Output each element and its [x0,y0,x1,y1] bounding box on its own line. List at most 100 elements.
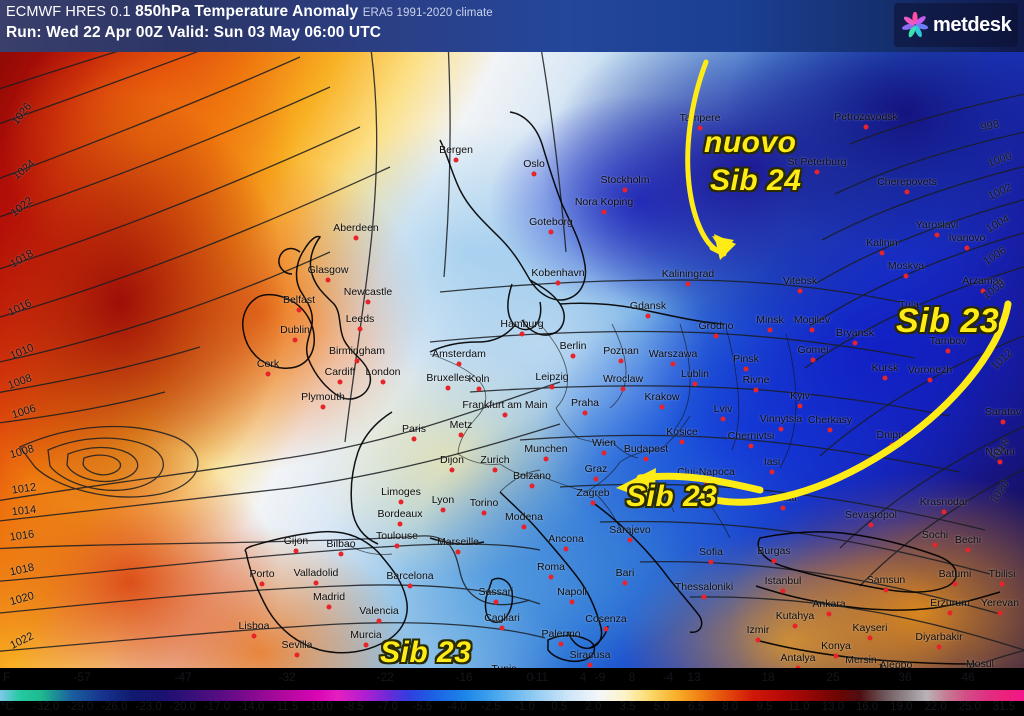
city-marker [555,280,561,286]
city-marker [701,594,707,600]
city-marker [251,633,257,639]
annotation-sib23-right: Sib 23 [896,302,1000,340]
fahrenheit-tick: 36 [898,670,912,684]
fahrenheit-tick: -57 [73,670,91,684]
city-marker [980,288,986,294]
fahrenheit-tick: -16 [455,670,473,684]
city-marker [570,353,576,359]
celsius-tick: -10.0 [306,701,333,713]
city-marker [376,618,382,624]
city-marker [440,507,446,513]
city-marker [380,379,386,385]
celsius-tick: -7.0 [378,701,399,713]
annotation-sib23-mid: Sib 23 [626,480,718,513]
city-marker [363,642,369,648]
run-valid-line: Run: Wed 22 Apr 00Z Valid: Sun 03 May 06… [6,24,381,42]
pinwheel-icon [902,12,928,38]
wxcharts-watermark: WXCHARTS.COM [414,664,672,668]
city-marker [932,542,938,548]
city-marker [407,583,413,589]
city-marker [945,348,951,354]
fahrenheit-tick: 25 [826,670,840,684]
city-marker [502,412,508,418]
fahrenheit-tick: -22 [376,670,394,684]
city-marker [833,653,839,659]
city-marker [713,333,719,339]
celsius-tick: 16.0 [855,701,879,713]
city-marker [456,361,462,367]
city-marker [353,235,359,241]
celsius-tick: -29.0 [67,701,94,713]
celsius-tick: 5.0 [653,701,670,713]
city-marker [868,522,874,528]
colorbar-gradient [0,690,1024,701]
celsius-tick: -5.5 [412,701,433,713]
city-marker [587,662,593,668]
city-marker [645,313,651,319]
annotation-arrows [616,59,1012,506]
city-marker [883,587,889,593]
celsius-tick: 2.0 [585,701,602,713]
map-canvas[interactable]: Aberdeen Glasgow Newcastle Belfast Leeds Dubl… [0,52,1024,668]
city-marker [941,509,947,515]
celsius-tick: -4.0 [446,701,467,713]
colorbar[interactable]: F -57 -47 -32 -22 -16 -11 -9 -4 0 4 8 13 18 25 36 46 °C… [0,668,1024,716]
celsius-tick: -2.5 [480,701,501,713]
city-marker [936,644,942,650]
city-marker [499,625,505,631]
city-marker [259,581,265,587]
celsius-tick: -26.0 [101,701,128,713]
city-marker [357,326,363,332]
city-marker [397,521,403,527]
fahrenheit-tick: 0 [526,670,534,684]
city-marker [904,189,910,195]
fahrenheit-tick: -32 [278,670,296,684]
city-marker [531,171,537,177]
fahrenheit-tick: 18 [761,670,775,684]
metdesk-logo[interactable]: metdesk [894,3,1018,47]
isobar-contours [0,52,1024,668]
celsius-tick: 9.5 [756,701,773,713]
city-marker [622,580,628,586]
celsius-tick: 22.0 [924,701,947,713]
celsius-tick: 11.0 [787,701,810,713]
city-marker [964,245,970,251]
celsius-tick: 13.0 [821,701,845,713]
city-marker [293,548,299,554]
city-marker [548,229,554,235]
city-marker [679,439,685,445]
celsius-tick: -8.5 [344,701,364,713]
city-marker [458,432,464,438]
celsius-tick: -32.0 [32,701,60,713]
city-marker [753,387,759,393]
fahrenheit-scale: F -57 -47 -32 -22 -16 -11 -9 -4 0 4 8 13 18 25 36 46 [0,668,1024,690]
city-marker [965,547,971,553]
fahrenheit-tick: 4 [579,670,587,684]
city-marker [755,637,761,643]
city-marker [797,403,803,409]
model-name: ECMWF HRES 0.1 [6,4,131,20]
city-marker [558,641,564,647]
city-marker [481,510,487,516]
fahrenheit-unit-label: F [3,670,11,684]
celsius-tick: -14.0 [238,701,265,713]
city-marker [852,340,858,346]
city-marker [863,124,869,130]
city-marker [620,386,626,392]
city-marker [582,410,588,416]
city-marker [338,551,344,557]
city-marker [294,652,300,658]
celsius-tick: 0.5 [551,701,568,713]
city-marker [997,459,1003,465]
city-marker [767,327,773,333]
city-marker [529,483,535,489]
celsius-scale: °C -32.0 -29.0 -26.0 -23.0 -20.0 -17.0 -14.0 -1… [0,701,1024,716]
fahrenheit-tick: -11 [531,670,549,684]
fahrenheit-tick: -9 [594,670,606,684]
city-marker [493,599,499,605]
fahrenheit-tick: -47 [174,670,192,684]
celsius-tick: -11.5 [272,701,299,713]
city-marker [720,416,726,422]
climate-baseline: ERA5 1991-2020 climate [362,7,493,19]
city-marker [780,505,786,511]
